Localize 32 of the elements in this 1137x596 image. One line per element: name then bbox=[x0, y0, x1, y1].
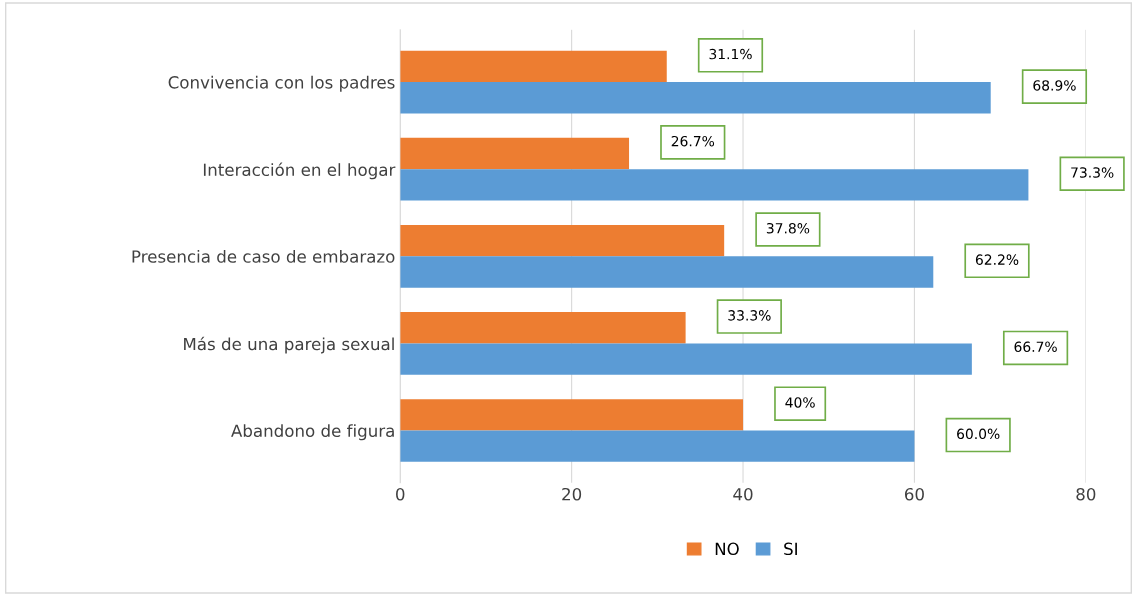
data-label: 73.3% bbox=[1071, 167, 1114, 178]
x-tick-label: 80 bbox=[1076, 487, 1096, 501]
data-label: 37.8% bbox=[766, 223, 810, 234]
bar bbox=[400, 137, 630, 170]
y-tick-label: Más de una pareja sexual bbox=[184, 336, 394, 354]
data-label: 31.1% bbox=[709, 48, 752, 60]
data-label: 62.2% bbox=[975, 254, 1019, 265]
x-tick-label: 20 bbox=[562, 487, 582, 501]
bar bbox=[400, 399, 744, 431]
y-tick-label: Interacción en el hogar bbox=[203, 162, 396, 180]
data-label: 40% bbox=[785, 397, 815, 408]
bar bbox=[400, 256, 934, 288]
data-label: 60.0% bbox=[957, 428, 1000, 440]
x-tick-label: 0 bbox=[396, 487, 405, 501]
bar bbox=[400, 50, 667, 83]
x-tick-label: 60 bbox=[904, 487, 924, 501]
bar bbox=[400, 312, 686, 344]
bar bbox=[400, 224, 725, 257]
y-tick-label: Convivencia con los padres bbox=[168, 75, 395, 92]
data-label: 33.3% bbox=[728, 310, 771, 321]
bar bbox=[400, 430, 915, 462]
data-label: 68.9% bbox=[1033, 80, 1076, 91]
data-label: 26.7% bbox=[671, 135, 715, 147]
y-tick-label: Presencia de caso de embarazo bbox=[132, 249, 395, 263]
legend-label: SI bbox=[784, 542, 797, 556]
bar bbox=[400, 343, 972, 375]
data-label: 66.7% bbox=[1014, 341, 1057, 352]
bar bbox=[400, 82, 991, 114]
legend-label: NO bbox=[715, 542, 739, 556]
bar bbox=[400, 169, 1029, 201]
x-tick-label: 40 bbox=[733, 487, 753, 501]
y-tick-label: Abandono de figura bbox=[231, 424, 394, 441]
